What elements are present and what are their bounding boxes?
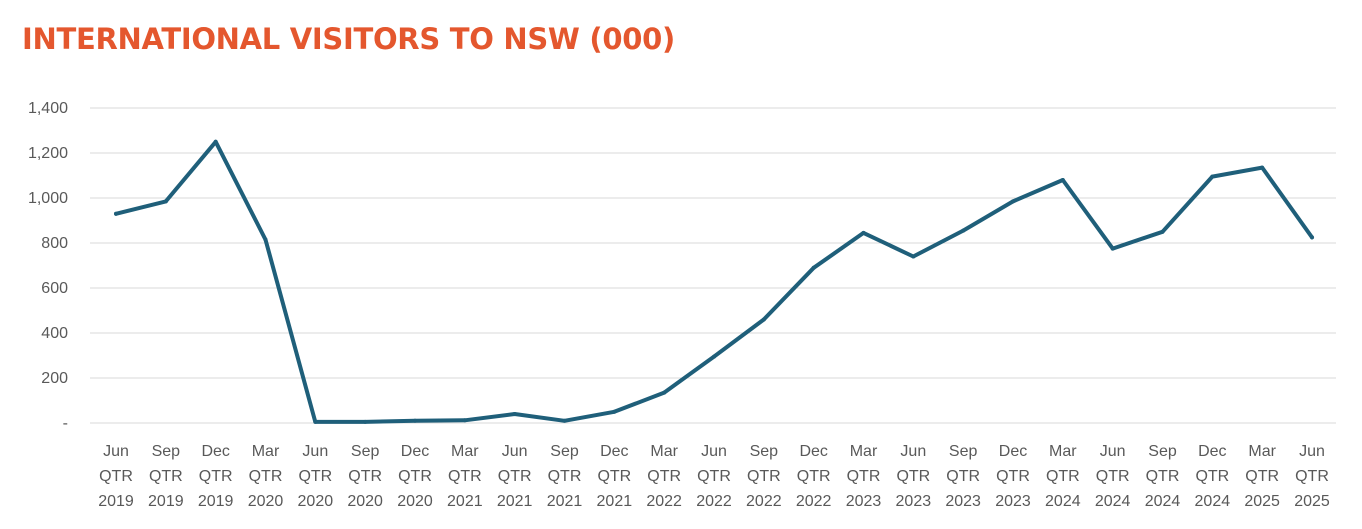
data-point bbox=[612, 409, 617, 414]
x-tick-label: Jun QTR 2024 bbox=[1095, 443, 1131, 510]
x-tick-label: Mar QTR 2023 bbox=[846, 443, 882, 510]
x-tick-label: Dec QTR 2020 bbox=[397, 443, 433, 510]
x-tick-label: Jun QTR 2025 bbox=[1294, 443, 1330, 510]
y-tick-label: 800 bbox=[41, 235, 68, 252]
data-point bbox=[462, 418, 467, 423]
x-axis: Jun QTR 2019 Sep QTR 2019 Dec QTR 2019 Mar QTR 2020… bbox=[98, 443, 1330, 510]
y-tick-label: 400 bbox=[41, 325, 68, 342]
data-point bbox=[1160, 229, 1165, 234]
data-point bbox=[662, 390, 667, 395]
series-line-group bbox=[114, 139, 1314, 424]
x-tick-label: Mar QTR 2025 bbox=[1244, 443, 1280, 510]
data-point bbox=[512, 412, 517, 416]
x-tick-label: Jun QTR 2022 bbox=[696, 443, 732, 510]
series-line bbox=[114, 139, 1314, 424]
gridlines bbox=[90, 107, 1336, 424]
data-point bbox=[1060, 178, 1065, 182]
y-tick-label: 1,400 bbox=[28, 100, 68, 117]
x-tick-label: Dec QTR 2023 bbox=[995, 443, 1031, 510]
data-point bbox=[1260, 165, 1265, 170]
x-tick-label: Mar QTR 2021 bbox=[447, 443, 483, 510]
y-tick-label: 1,200 bbox=[28, 145, 68, 162]
chart-title: INTERNATIONAL VISITORS TO NSW (000) bbox=[22, 22, 675, 56]
x-tick-label: Sep QTR 2021 bbox=[547, 443, 583, 510]
data-point bbox=[413, 418, 417, 423]
x-tick-label: Sep QTR 2023 bbox=[945, 443, 981, 510]
data-point bbox=[1011, 199, 1015, 204]
data-point bbox=[562, 418, 567, 423]
data-point bbox=[163, 199, 168, 204]
data-point bbox=[761, 317, 766, 322]
x-tick-label: Dec QTR 2022 bbox=[796, 443, 832, 510]
x-tick-label: Sep QTR 2022 bbox=[746, 443, 782, 510]
data-point bbox=[811, 265, 816, 270]
y-axis: - 200 400 600 800 1,000 1,200 1,400 bbox=[28, 100, 68, 432]
x-tick-label: Sep QTR 2020 bbox=[347, 443, 383, 510]
data-point bbox=[363, 419, 368, 424]
x-tick-label: Dec QTR 2019 bbox=[198, 443, 234, 510]
data-point bbox=[114, 211, 118, 216]
y-tick-label: - bbox=[63, 415, 68, 432]
x-tick-label: Jun QTR 2019 bbox=[98, 443, 134, 510]
data-point bbox=[861, 230, 866, 235]
data-point bbox=[712, 354, 716, 359]
x-tick-label: Mar QTR 2020 bbox=[248, 443, 284, 510]
x-tick-label: Jun QTR 2021 bbox=[497, 443, 533, 510]
data-point bbox=[961, 228, 966, 233]
data-point bbox=[1210, 174, 1215, 179]
data-point bbox=[1110, 246, 1115, 251]
y-tick-label: 200 bbox=[41, 370, 68, 387]
x-tick-label: Dec QTR 2021 bbox=[597, 443, 633, 510]
x-tick-label: Sep QTR 2024 bbox=[1145, 443, 1181, 510]
x-tick-label: Mar QTR 2022 bbox=[646, 443, 682, 510]
x-tick-label: Mar QTR 2024 bbox=[1045, 443, 1081, 510]
y-tick-label: 1,000 bbox=[28, 190, 68, 207]
x-tick-label: Jun QTR 2020 bbox=[298, 443, 334, 510]
x-tick-label: Jun QTR 2023 bbox=[896, 443, 932, 510]
data-point bbox=[213, 139, 218, 144]
data-point bbox=[263, 237, 268, 242]
y-tick-label: 600 bbox=[41, 280, 68, 297]
x-tick-label: Dec QTR 2024 bbox=[1195, 443, 1231, 510]
x-tick-label: Sep QTR 2019 bbox=[148, 443, 184, 510]
data-point bbox=[1310, 235, 1314, 240]
data-point bbox=[911, 254, 916, 259]
data-point bbox=[313, 419, 318, 424]
